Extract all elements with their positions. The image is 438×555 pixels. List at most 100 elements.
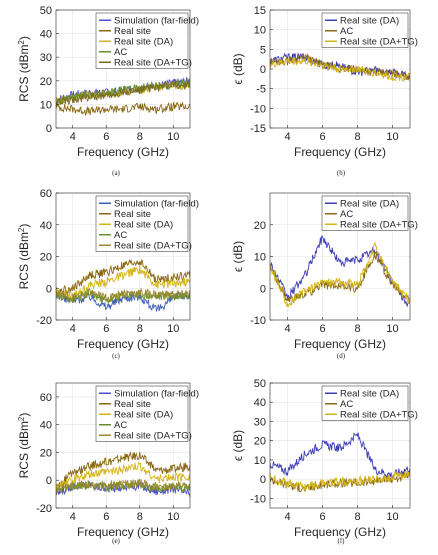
series-line-3 <box>56 288 190 304</box>
y-axis-label-sup: 2 <box>17 416 26 421</box>
y-tick-label: -10 <box>250 315 266 327</box>
panel-c: 4 6 8 10 -20 0 20 40 60 Frequency (GHz) RCS (dBm2)… <box>17 188 199 360</box>
axes-frame <box>55 382 191 509</box>
x-tick-label: 10 <box>386 323 398 335</box>
y-tick-label: 40 <box>40 29 52 41</box>
y-axis-label: ϵ (dB) <box>231 53 245 84</box>
panel-caption: (b) <box>337 169 346 177</box>
x-axis-label: Frequency (GHz) <box>77 337 169 351</box>
series-line-1 <box>56 450 190 492</box>
axes-frame <box>269 382 411 509</box>
legend-label-2: Real site (DA+TG) <box>340 219 418 230</box>
series-line-4 <box>56 287 190 303</box>
series-line-4 <box>56 80 190 106</box>
y-axis-label-sup: 2 <box>17 227 26 232</box>
panel-a: 4 6 8 10 0 10 20 30 40 50 Frequency (GHz) RCS (dBm2… <box>17 5 199 177</box>
panel-f: 4 6 8 10 -10 0 10 20 30 40 50 Frequency (GHz) ϵ (dB)… <box>231 378 418 545</box>
y-tick-label: 10 <box>40 99 52 111</box>
x-axis-label: Frequency (GHz) <box>77 145 169 159</box>
y-tick-label: 20 <box>254 436 266 448</box>
panel-caption: (e) <box>112 537 120 545</box>
y-axis-label: RCS (dBm2) <box>17 413 31 479</box>
x-tick-label: 4 <box>284 511 290 523</box>
series-line-2 <box>270 241 410 309</box>
y-tick-label: -5 <box>256 84 266 96</box>
y-axis-label-main: RCS (dBm <box>17 421 31 478</box>
x-axis-label: Frequency (GHz) <box>294 337 386 351</box>
series-group <box>270 51 410 82</box>
y-tick-label: 10 <box>254 252 266 264</box>
series-line-4 <box>56 478 190 494</box>
x-tick-label: 6 <box>103 131 109 143</box>
panel-b: 4 6 8 10 -15 -10 -5 0 5 10 15 Frequency (GHz) ϵ (dB)… <box>231 5 418 177</box>
y-axis-label: ϵ (dB) <box>231 430 245 461</box>
x-tick-label: 4 <box>70 511 76 523</box>
y-axis-label-end: ) <box>17 224 31 228</box>
panel-caption: (f) <box>338 537 346 545</box>
legend-label-1: AC <box>340 399 353 410</box>
legend-label-3: AC <box>114 420 127 431</box>
panel-caption: (d) <box>337 352 346 360</box>
y-tick-label: 40 <box>40 220 52 232</box>
legend-label-1: Real site <box>114 399 151 410</box>
y-tick-label: 10 <box>254 25 266 37</box>
y-axis-label-end: ) <box>17 413 31 417</box>
x-tick-label: 8 <box>137 511 143 523</box>
y-tick-label: 30 <box>40 52 52 64</box>
legend-label-4: Real site (DA+TG) <box>114 57 192 68</box>
y-tick-label: 10 <box>254 455 266 467</box>
series-group <box>270 432 410 492</box>
legend-label-4: Real site (DA+TG) <box>114 430 192 441</box>
x-axis-label: Frequency (GHz) <box>294 525 386 539</box>
legend-label-0: Real site (DA) <box>340 388 399 399</box>
y-tick-label: 0 <box>260 64 266 76</box>
y-axis-label-main: RCS (dBm <box>17 45 31 102</box>
legend-label-2: Real site (DA) <box>114 36 173 47</box>
y-axis-label: RCS (dBm2) <box>17 224 31 290</box>
legend-label-0: Real site (DA) <box>340 15 399 26</box>
legend-box <box>95 385 189 442</box>
legend-label-1: AC <box>340 26 353 37</box>
y-tick-label: 20 <box>40 76 52 88</box>
series-line-0 <box>270 51 410 80</box>
panel-caption: (c) <box>112 352 120 360</box>
y-axis-label-main: ϵ (dB) <box>231 241 245 272</box>
series-line-0 <box>56 290 190 313</box>
x-tick-label: 4 <box>284 323 290 335</box>
panel-caption: (a) <box>112 169 120 177</box>
x-tick-label: 6 <box>319 323 325 335</box>
y-tick-label: 50 <box>40 5 52 17</box>
y-tick-label: -20 <box>36 315 52 327</box>
y-tick-label: 0 <box>260 283 266 295</box>
x-tick-label: 10 <box>386 511 398 523</box>
legend-label-0: Real site (DA) <box>340 198 399 209</box>
y-tick-label: 0 <box>46 475 52 487</box>
y-axis-label-main: ϵ (dB) <box>231 53 245 84</box>
legend-label-2: Real site (DA+TG) <box>340 36 418 47</box>
y-axis-label-main: RCS (dBm <box>17 232 31 289</box>
y-axis-label-end: ) <box>17 36 31 40</box>
legend-label-0: Simulation (far-field) <box>114 15 199 26</box>
legend-label-1: Real site <box>114 209 151 220</box>
x-axis-label: Frequency (GHz) <box>294 145 386 159</box>
y-tick-label: 0 <box>46 123 52 135</box>
y-tick-label: -15 <box>250 123 266 135</box>
y-tick-label: 0 <box>46 283 52 295</box>
y-tick-label: 20 <box>254 220 266 232</box>
y-axis-label: ϵ (dB) <box>231 241 245 272</box>
y-tick-label: 20 <box>40 447 52 459</box>
x-tick-label: 6 <box>319 131 325 143</box>
y-tick-label: 40 <box>40 420 52 432</box>
y-tick-label: -10 <box>250 103 266 115</box>
series-line-1 <box>56 101 190 117</box>
x-tick-label: 4 <box>70 131 76 143</box>
series-line-2 <box>56 462 190 493</box>
legend-label-1: Real site <box>114 26 151 37</box>
y-tick-label: 50 <box>254 378 266 390</box>
series-line-2 <box>270 470 410 492</box>
x-tick-label: 8 <box>354 511 360 523</box>
y-tick-label: 5 <box>260 44 266 56</box>
